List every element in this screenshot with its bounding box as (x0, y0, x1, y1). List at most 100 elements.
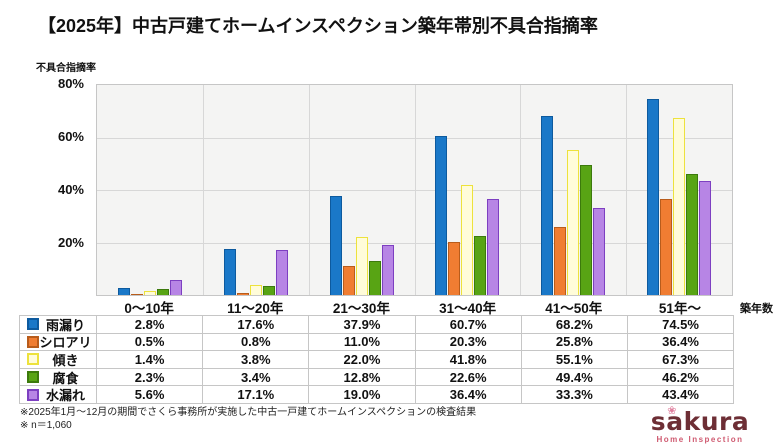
x-category-label: 31〜40年 (439, 301, 497, 316)
legend-swatch-雨漏り (27, 318, 39, 331)
legend-label: シロアリ (39, 335, 92, 351)
data-table: 雨漏り 2.8% 17.6% 37.9% 60.7% 68.2% 74.5% シロアリ 0.5%… (19, 315, 735, 404)
bar-腐食 (156, 288, 169, 295)
value-cell: 43.4% (627, 386, 735, 404)
bar-columns (97, 85, 732, 295)
bar-水漏れ (169, 280, 182, 295)
page-title: 【2025年】中古戸建てホームインスペクション築年帯別不具合指摘率 (38, 16, 598, 36)
x-category-label: 0〜10年 (124, 301, 174, 316)
bar-group-31〜40年 (414, 85, 520, 295)
y-tick-label: 60% (57, 128, 84, 144)
bar-腐食 (686, 173, 699, 295)
bar-水漏れ (381, 245, 394, 295)
bar-傾き (461, 185, 474, 295)
bar-シロアリ (130, 293, 143, 295)
value-cell: 22.0% (309, 351, 416, 369)
value-cell: 25.8% (521, 333, 628, 352)
bar-傾き (143, 291, 156, 295)
legend-label: 雨漏り (45, 317, 85, 333)
value-cell: 22.6% (415, 368, 522, 387)
value-cell: 17.1% (203, 386, 310, 404)
footnote-line-2: ※ n＝1,060 (20, 420, 72, 431)
value-cell: 19.0% (309, 386, 416, 404)
value-cell: 5.6% (97, 386, 204, 404)
bar-雨漏り (117, 287, 130, 295)
legend-swatch-腐食 (27, 371, 39, 384)
bar-水漏れ (699, 181, 712, 295)
value-cell: 36.4% (415, 386, 522, 404)
value-cell: 37.9% (309, 316, 416, 334)
bar-傾き (249, 285, 262, 295)
gridline-vertical (520, 85, 522, 295)
bar-シロアリ (236, 292, 249, 295)
sakura-flower-icon: ❀ (667, 404, 677, 417)
value-cell: 36.4% (627, 333, 735, 352)
legend-label: 腐食 (52, 370, 79, 386)
legend-swatch-水漏れ (27, 388, 39, 401)
bar-雨漏り (329, 195, 342, 295)
bar-雨漏り (541, 115, 554, 295)
legend-swatch-傾き (27, 353, 39, 366)
bar-雨漏り (435, 135, 448, 295)
bar-シロアリ (554, 227, 567, 295)
bar-シロアリ (342, 266, 355, 295)
bar-group-51年〜 (626, 85, 732, 295)
y-axis-title: 不具合指摘率 (36, 63, 96, 74)
y-tick-label: 20% (57, 234, 84, 250)
bar-シロアリ (448, 241, 461, 295)
y-tick-label: 80% (57, 75, 84, 91)
legend-swatch-シロアリ (27, 335, 39, 348)
sakura-logo: sa ❀ kura Home Inspection (630, 405, 770, 444)
legend-cell-雨漏り: 雨漏り (20, 316, 97, 334)
bar-腐食 (580, 165, 593, 295)
value-cell: 20.3% (415, 333, 522, 352)
value-cell: 33.3% (521, 386, 628, 404)
value-cell: 0.8% (203, 333, 310, 352)
gridline-vertical (202, 85, 204, 295)
value-cell: 3.8% (203, 351, 310, 369)
bar-雨漏り (647, 99, 660, 295)
x-category-label: 51年〜 (658, 301, 701, 316)
value-cell: 17.6% (203, 316, 310, 334)
bar-group-0〜10年 (97, 85, 203, 295)
sakura-logo-text: sa ❀ kura (630, 405, 770, 436)
legend-cell-水漏れ: 水漏れ (20, 386, 97, 404)
value-cell: 12.8% (309, 368, 416, 387)
legend-cell-シロアリ: シロアリ (20, 333, 97, 352)
x-axis-labels: 0〜10年 11〜20年 21〜30年 31〜40年 41〜50年 51年〜 (96, 297, 733, 317)
bar-傾き (567, 150, 580, 295)
y-tick-label: 40% (57, 181, 84, 197)
bar-group-21〜30年 (309, 85, 415, 295)
x-category-label: 41〜50年 (545, 301, 603, 316)
sakura-logo-subtitle: Home Inspection (656, 435, 744, 444)
bar-水漏れ (275, 250, 288, 295)
bar-雨漏り (223, 248, 236, 295)
gridline-vertical (308, 85, 310, 295)
legend-label: 傾き (52, 352, 79, 368)
footnote-line-1: ※2025年1月〜12月の期間でさくら事務所が実施した中古一戸建てホームインスペ… (20, 407, 477, 418)
legend-cell-腐食: 腐食 (20, 368, 97, 387)
footnotes: ※2025年1月〜12月の期間でさくら事務所が実施した中古一戸建てホームインスペ… (20, 406, 476, 432)
logo-letters-kura: kura (683, 407, 750, 436)
legend-cell-傾き: 傾き (20, 351, 97, 369)
bar-腐食 (262, 286, 275, 295)
gridline-vertical (414, 85, 416, 295)
plot-area (96, 84, 733, 296)
x-category-label: 21〜30年 (332, 301, 390, 316)
value-cell: 68.2% (521, 316, 628, 334)
x-axis-title: 築年数 (740, 303, 773, 315)
value-cell: 11.0% (309, 333, 416, 352)
bar-腐食 (368, 261, 381, 295)
bar-group-41〜50年 (520, 85, 626, 295)
value-cell: 67.3% (627, 351, 735, 369)
value-cell: 2.8% (97, 316, 204, 334)
value-cell: 1.4% (97, 351, 204, 369)
logo-letter-s: s (650, 407, 667, 436)
value-cell: 55.1% (521, 351, 628, 369)
legend-label: 水漏れ (45, 388, 85, 404)
value-cell: 2.3% (97, 368, 204, 387)
value-cell: 41.8% (415, 351, 522, 369)
bar-group-11〜20年 (203, 85, 309, 295)
value-cell: 0.5% (97, 333, 204, 352)
